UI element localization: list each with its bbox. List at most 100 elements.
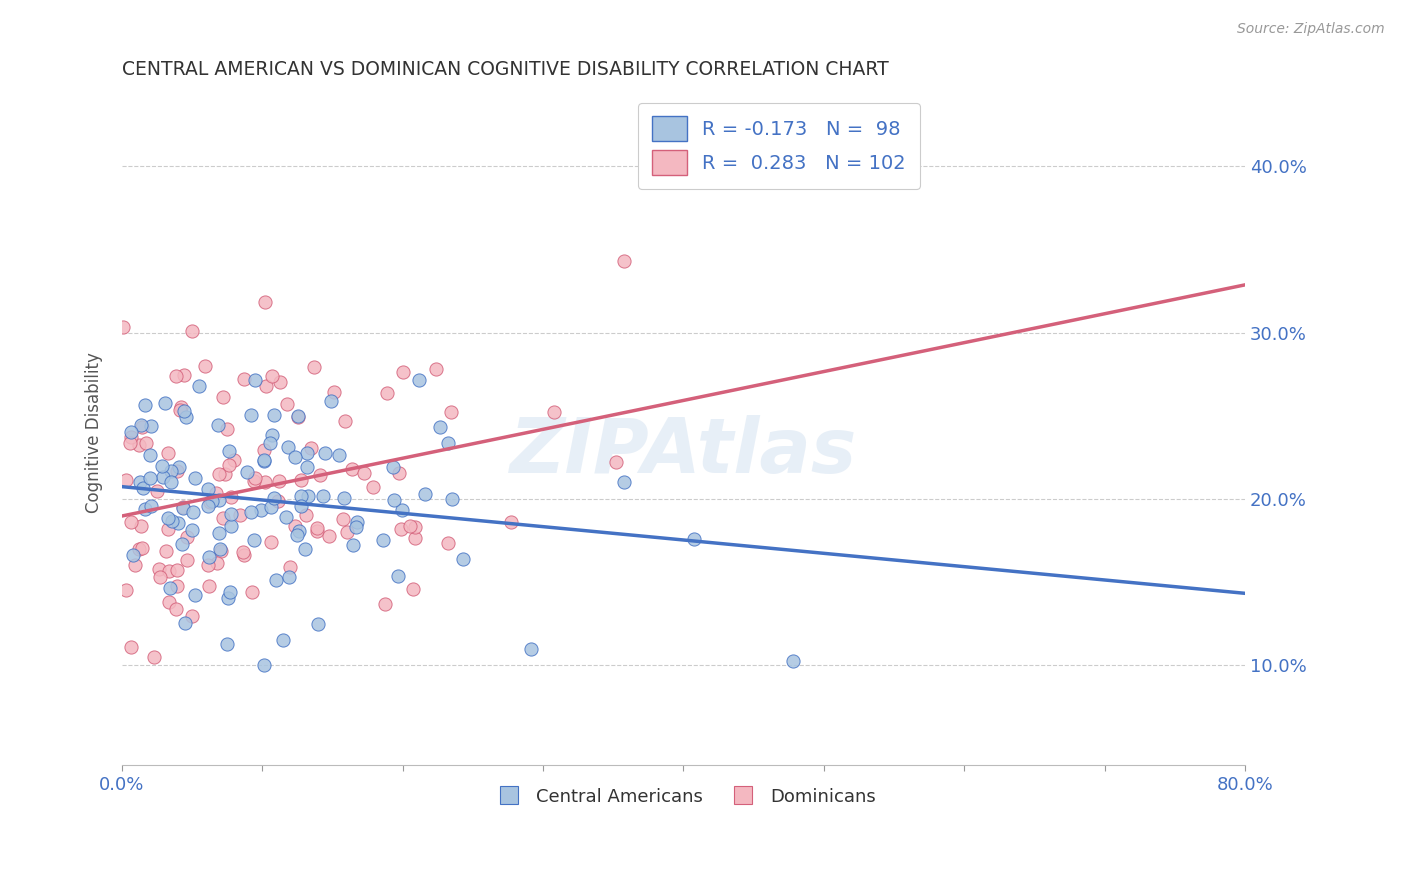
Point [425, 362, 447, 376]
Point [129, 418, 152, 433]
Point [200, 495, 222, 509]
Point [120, 640, 142, 655]
Point [278, 560, 301, 574]
Point [260, 534, 283, 549]
Point [201, 493, 224, 508]
Point [253, 442, 276, 457]
Y-axis label: Cognitive Disability: Cognitive Disability [86, 352, 103, 513]
Point [215, 637, 238, 651]
Point [276, 397, 298, 411]
Point [169, 403, 191, 417]
Point [263, 491, 285, 505]
Point [129, 519, 152, 533]
Point [264, 574, 287, 588]
Point [197, 558, 219, 572]
Point [271, 633, 294, 648]
Point [139, 448, 162, 462]
Point [314, 446, 336, 460]
Point [152, 470, 174, 484]
Point [170, 401, 193, 415]
Point [148, 562, 170, 576]
Point [259, 436, 281, 450]
Point [413, 487, 436, 501]
Point [160, 464, 183, 478]
Point [239, 408, 262, 422]
Point [387, 569, 409, 583]
Point [305, 524, 328, 539]
Point [373, 533, 395, 548]
Point [229, 508, 252, 522]
Point [166, 579, 188, 593]
Point [287, 409, 309, 423]
Point [173, 404, 195, 418]
Point [134, 397, 156, 411]
Point [181, 608, 204, 623]
Point [194, 359, 217, 373]
Point [128, 542, 150, 557]
Point [176, 530, 198, 544]
Point [299, 441, 322, 455]
Point [243, 372, 266, 386]
Point [128, 438, 150, 452]
Point [235, 465, 257, 479]
Point [340, 462, 363, 476]
Point [333, 414, 356, 428]
Point [440, 491, 463, 506]
Point [208, 493, 231, 508]
Point [155, 544, 177, 558]
Point [160, 514, 183, 528]
Point [263, 408, 285, 422]
Point [128, 475, 150, 489]
Point [336, 524, 359, 539]
Point [173, 368, 195, 382]
Point [284, 518, 307, 533]
Point [321, 394, 343, 409]
Point [218, 443, 240, 458]
Point [150, 459, 173, 474]
Point [155, 395, 177, 409]
Text: Source: ZipAtlas.com: Source: ZipAtlas.com [1237, 22, 1385, 37]
Point [217, 591, 239, 606]
Point [440, 405, 463, 419]
Point [184, 588, 207, 602]
Point [254, 378, 277, 392]
Point [437, 435, 460, 450]
Point [212, 511, 235, 525]
Point [328, 448, 350, 462]
Point [312, 489, 335, 503]
Point [361, 480, 384, 494]
Point [429, 420, 451, 434]
Point [519, 642, 541, 657]
Point [269, 474, 291, 488]
Legend: Central Americans, Dominicans: Central Americans, Dominicans [484, 780, 883, 813]
Point [166, 516, 188, 531]
Point [219, 507, 242, 521]
Point [134, 501, 156, 516]
Point [240, 585, 263, 599]
Point [145, 483, 167, 498]
Point [260, 369, 283, 384]
Point [290, 499, 312, 513]
Point [288, 524, 311, 538]
Point [404, 531, 426, 545]
Point [232, 548, 254, 562]
Point [284, 450, 307, 465]
Point [156, 522, 179, 536]
Point [254, 475, 277, 490]
Point [114, 582, 136, 597]
Point [209, 544, 232, 558]
Point [252, 657, 274, 672]
Point [166, 563, 188, 577]
Point [232, 545, 254, 559]
Point [243, 474, 266, 488]
Point [401, 582, 423, 596]
Point [391, 503, 413, 517]
Point [214, 467, 236, 481]
Point [120, 515, 142, 529]
Point [172, 500, 194, 515]
Point [269, 376, 291, 390]
Point [252, 454, 274, 468]
Point [499, 515, 522, 529]
Point [333, 491, 356, 506]
Point [120, 436, 142, 450]
